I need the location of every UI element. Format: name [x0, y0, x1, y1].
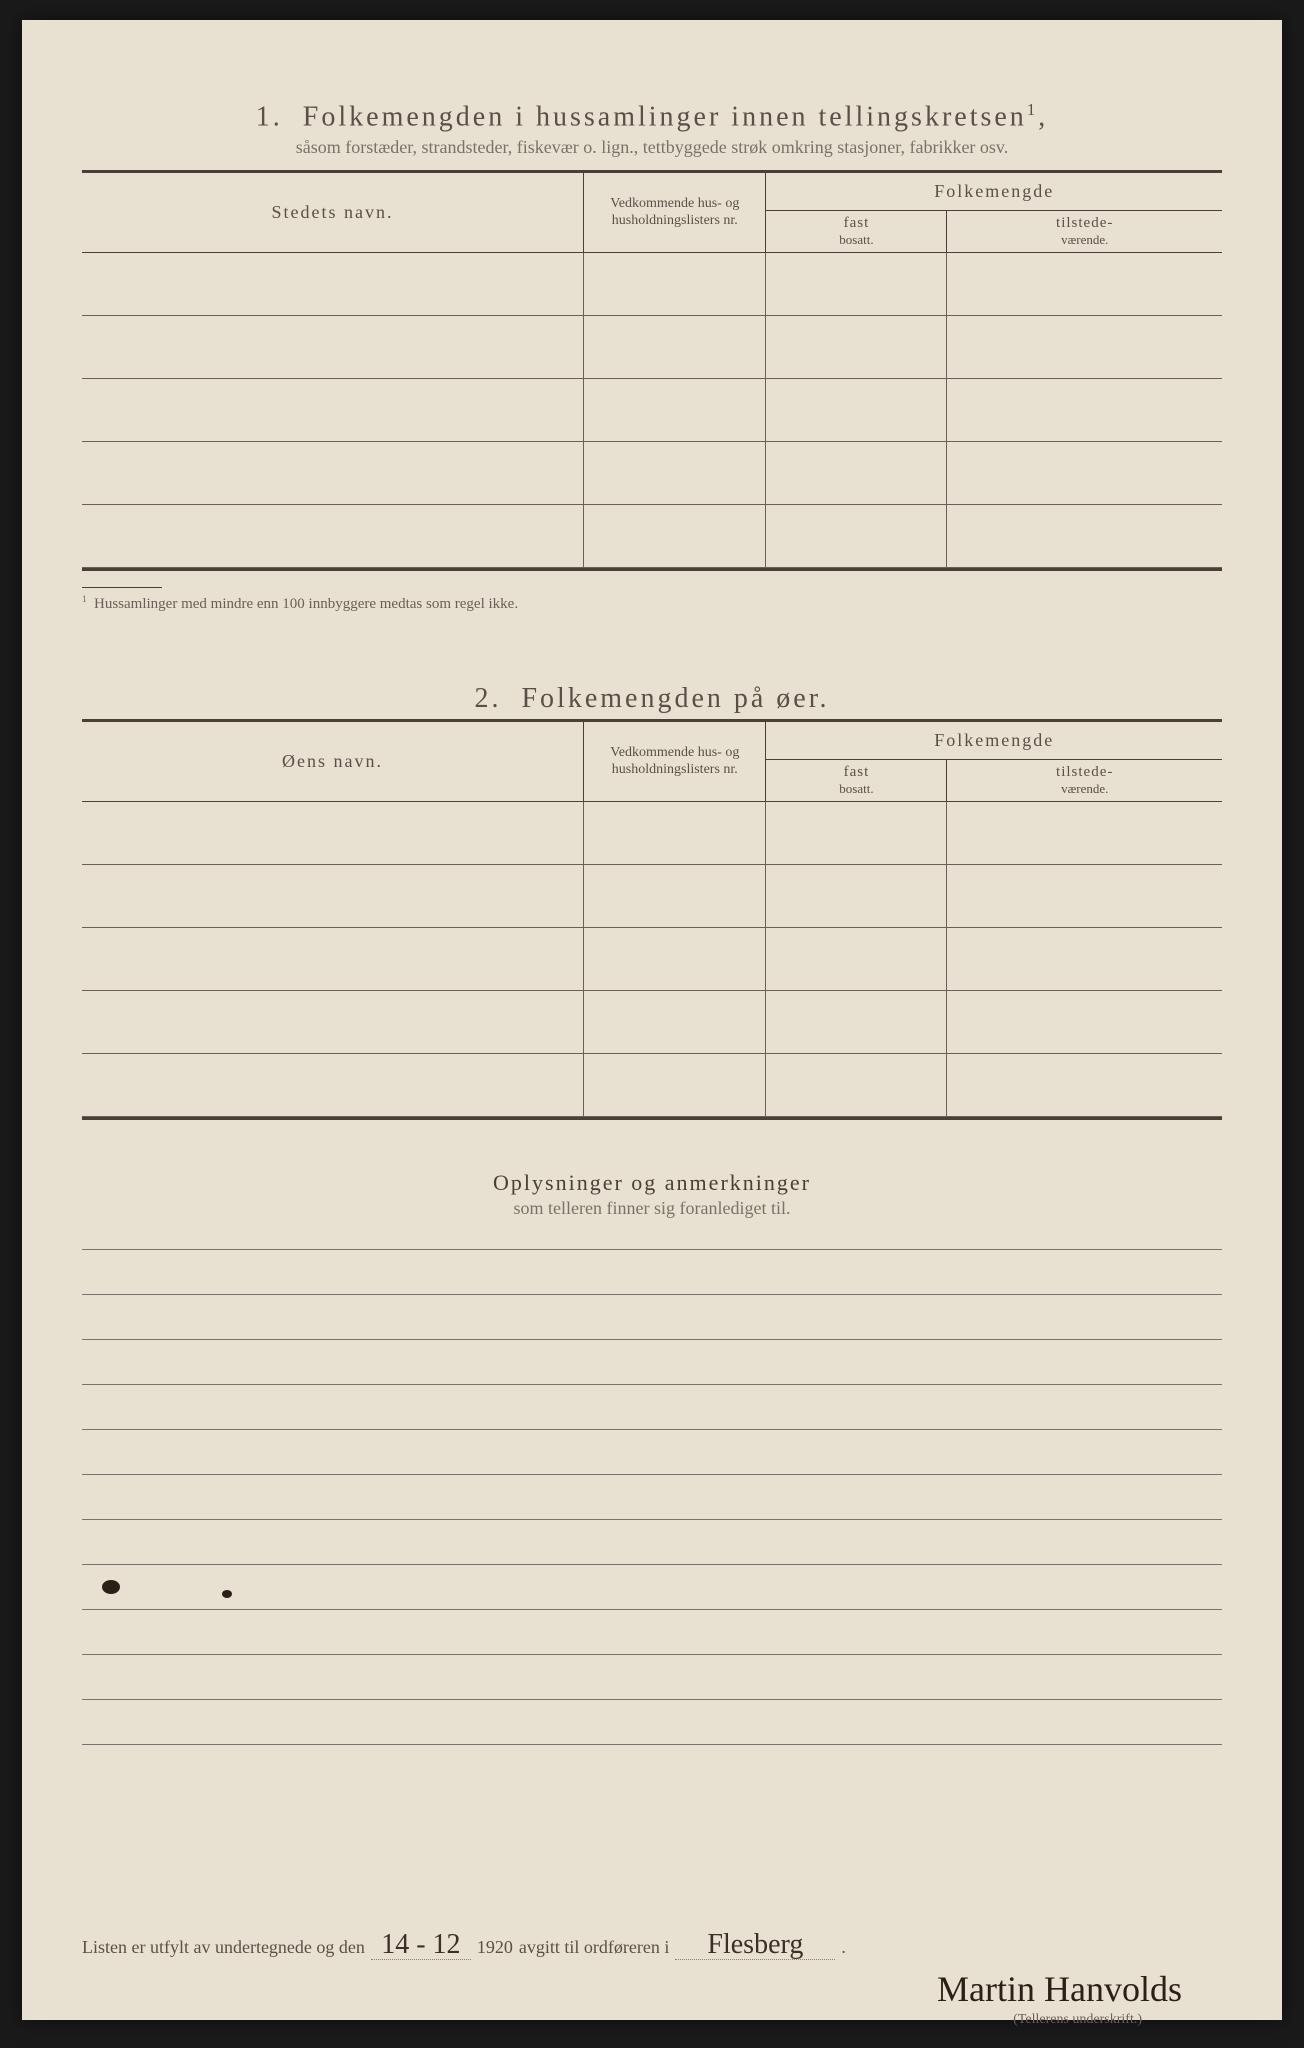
ruled-line [82, 1250, 1222, 1295]
col-fast2: fastbosatt. [766, 760, 947, 802]
census-form-page: 1. Folkemengden i hussamlinger innen tel… [22, 20, 1282, 2020]
ruled-line [82, 1565, 1222, 1610]
col-folkemengde2: Folkemengde [766, 722, 1222, 760]
col-tilstede: tilstede-værende. [947, 211, 1222, 253]
table-row [82, 253, 1222, 316]
table-row [82, 865, 1222, 928]
sig-place: Flesberg [675, 1931, 835, 1960]
notes-title: Oplysninger og anmerkninger [82, 1170, 1222, 1196]
section2-title: 2. Folkemengden på øer. [82, 683, 1222, 715]
ruled-line [82, 1655, 1222, 1700]
table-row [82, 802, 1222, 865]
ruled-line [82, 1385, 1222, 1430]
section2-bottom-rule [82, 1117, 1222, 1120]
col-stedets-navn: Stedets navn. [82, 173, 584, 253]
ruled-line [82, 1295, 1222, 1340]
col-oens-navn: Øens navn. [82, 722, 584, 802]
ruled-line [82, 1430, 1222, 1475]
section1-table: Stedets navn. Vedkommende hus- og hushol… [82, 173, 1222, 568]
col-lists: Vedkommende hus- og husholdningslisters … [584, 173, 766, 253]
section2-table: Øens navn. Vedkommende hus- og husholdni… [82, 722, 1222, 1117]
ink-spot [222, 1590, 232, 1598]
sig-year: 1920 [477, 1937, 513, 1958]
signature-area: Listen er utfylt av undertegnede og den … [82, 1931, 1222, 1960]
ink-spot [102, 1580, 120, 1594]
table-row [82, 991, 1222, 1054]
table-row [82, 442, 1222, 505]
table-row [82, 505, 1222, 568]
ruled-line [82, 1520, 1222, 1565]
notes-subtitle: som telleren finner sig foranlediget til… [82, 1198, 1222, 1219]
signature-name: Martin Hanvolds [937, 1968, 1182, 2010]
ruled-line [82, 1700, 1222, 1745]
section-hussamlinger: 1. Folkemengden i hussamlinger innen tel… [82, 100, 1222, 613]
sig-prefix: Listen er utfylt av undertegnede og den [82, 1937, 365, 1958]
signature-label: (Tellerens underskrift.) [1013, 2012, 1142, 2028]
table-row [82, 928, 1222, 991]
section1-footnote: 1 Hussamlinger med mindre enn 100 innbyg… [82, 579, 1222, 613]
ruled-line [82, 1610, 1222, 1655]
ruled-line [82, 1475, 1222, 1520]
section1-bottom-rule [82, 568, 1222, 571]
section1-title: 1. Folkemengden i hussamlinger innen tel… [82, 100, 1222, 133]
table-row [82, 379, 1222, 442]
section-notes: Oplysninger og anmerkninger som telleren… [82, 1170, 1222, 1745]
section1-subtitle: såsom forstæder, strandsteder, fiskevær … [82, 137, 1222, 158]
sig-date: 14 - 12 [371, 1931, 471, 1960]
sig-middle: avgitt til ordføreren i [519, 1937, 669, 1958]
col-lists2: Vedkommende hus- og husholdningslisters … [584, 722, 766, 802]
ruled-line [82, 1340, 1222, 1385]
table-row [82, 1054, 1222, 1117]
table-row [82, 316, 1222, 379]
col-folkemengde: Folkemengde [766, 173, 1222, 211]
section-oer: 2. Folkemengden på øer. Øens navn. Vedko… [82, 683, 1222, 1120]
col-fast: fastbosatt. [766, 211, 947, 253]
col-tilstede2: tilstede-værende. [947, 760, 1222, 802]
ruled-lines [82, 1249, 1222, 1745]
